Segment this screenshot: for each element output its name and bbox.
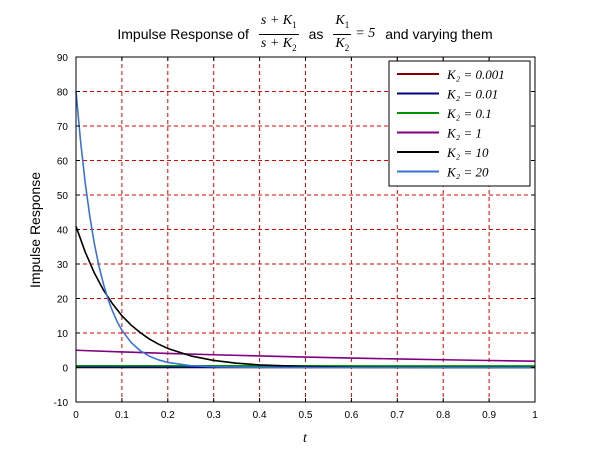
frac2-equals: = 5 [355,26,376,41]
x-tick-label: 0.3 [207,410,221,421]
title-prefix: Impulse Response of [117,26,249,42]
legend: K₂ = 0.001 K₂ = 0.01 K₂ = 0.1 K₂ = 1 K₂ = 10… [388,60,531,187]
frac2-numerator-sub: 1 [344,19,350,30]
frac2-denominator: K [335,35,345,51]
y-tick-label: 40 [57,226,69,237]
title-fraction-1: s + K1 s + K2 [258,12,299,56]
frac2-denominator-sub: 2 [344,42,350,53]
frac1-denominator-sub: 2 [292,42,297,53]
legend-label-4: K₂ = 1 [446,126,482,141]
x-tick-label: 0.7 [390,410,404,421]
y-tick-label: 30 [57,260,69,271]
title-suffix: and varying them [385,26,493,42]
chart-title: Impulse Response of s + K1 s + K2 as K1 … [0,12,610,56]
frac1-numerator-sub: 1 [292,19,297,30]
legend-box [388,60,531,187]
title-fraction-2: K1 K2 [333,12,352,56]
x-tick-label: 0.9 [482,410,496,421]
y-tick-label: 20 [57,295,69,306]
y-tick-label: 60 [57,157,69,168]
series-line-6 [75,91,535,369]
x-axis-label: t [303,431,308,446]
legend-label-2: K₂ = 0.01 [446,87,498,102]
x-tick-label: 0.2 [161,410,175,421]
x-tick-label: 0.8 [436,410,450,421]
x-tick-label: 0 [73,410,79,421]
y-tick-label: -10 [54,398,69,409]
y-tick-label: 0 [62,364,68,375]
y-tick-label: 90 [57,53,69,64]
legend-label-5: K₂ = 10 [446,145,489,160]
x-tick-label: 0.1 [115,410,129,421]
y-tick-label: 10 [57,329,69,340]
y-tick-label: 70 [57,122,69,133]
y-tick-label: 80 [57,88,69,99]
x-tick-label: 0.5 [299,410,313,421]
title-mid: as [308,26,324,42]
legend-label-6: K₂ = 20 [446,165,489,180]
frac2-numerator: K [335,12,345,28]
frac1-numerator: s + K [260,12,293,28]
frac1-denominator: s + K [260,35,293,51]
series-line-4 [75,349,536,362]
x-tick-label: 0.4 [253,410,267,421]
y-axis-label: Impulse Response [27,172,43,288]
x-tick-label: 0.6 [344,410,358,421]
series-lines [75,91,536,369]
y-tick-label: 50 [57,191,69,202]
x-tick-label: 1 [532,410,538,421]
legend-label-3: K₂ = 0.1 [446,106,492,121]
axis-ticks: 0 0.1 0.2 0.3 0.4 0.5 0.6 0.7 0.8 0.9 1 -10 0 10 20 30 4… [54,53,539,421]
legend-label-1: K₂ = 0.001 [446,67,505,82]
